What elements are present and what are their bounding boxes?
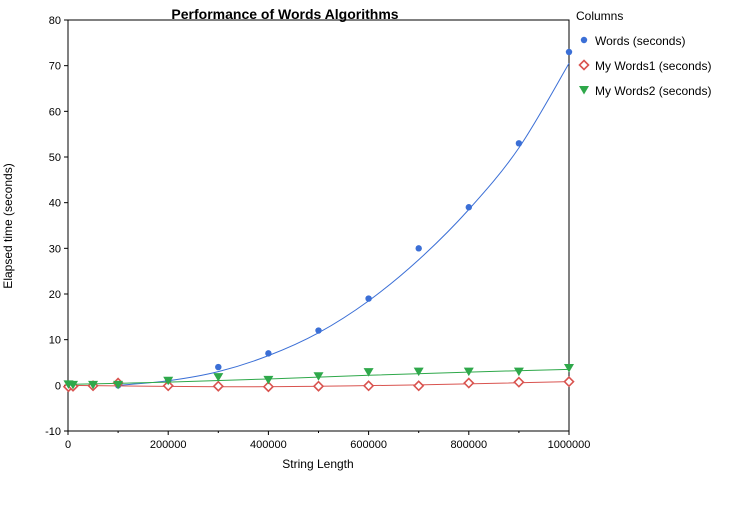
data-point <box>362 380 375 392</box>
y-tick-label: 10 <box>49 335 61 347</box>
legend-label: Words (seconds) <box>595 34 685 48</box>
data-point <box>564 363 574 373</box>
y-tick-label: 80 <box>49 15 61 27</box>
data-point <box>363 368 374 377</box>
data-point <box>265 350 272 357</box>
data-point <box>365 295 372 302</box>
data-point <box>313 372 324 381</box>
y-tick-label: 40 <box>49 198 61 210</box>
y-tick-label: 20 <box>49 289 61 301</box>
x-axis-title: String Length <box>282 457 353 471</box>
y-axis: -10 0 10 20 30 40 50 60 70 80 <box>45 15 68 438</box>
plot-area <box>62 48 575 393</box>
legend-item: My Words2 (seconds) <box>579 84 711 98</box>
legend: Columns Words (seconds) My Words1 (second… <box>576 9 711 98</box>
series-fit-line <box>118 63 570 386</box>
data-point <box>413 380 425 392</box>
series-2 <box>63 363 574 390</box>
legend-title: Columns <box>576 9 623 23</box>
y-tick-label: 50 <box>49 152 61 164</box>
data-point <box>215 363 222 371</box>
data-point <box>513 376 525 388</box>
legend-item: My Words1 (seconds) <box>578 59 711 73</box>
data-point <box>212 380 224 392</box>
y-tick-label: 60 <box>49 106 61 118</box>
data-point <box>68 380 79 390</box>
data-point <box>113 380 124 390</box>
data-point <box>315 327 322 334</box>
data-point <box>162 380 174 392</box>
data-point <box>312 380 325 392</box>
legend-marker <box>580 36 588 44</box>
plot-frame <box>67 19 570 432</box>
data-point <box>513 367 524 377</box>
x-tick-label: 0 <box>65 439 71 451</box>
x-tick-label: 600000 <box>350 439 387 451</box>
chart-title: Performance of Words Algorithms <box>171 6 398 22</box>
data-point <box>565 48 573 56</box>
x-tick-label: 200000 <box>150 439 187 451</box>
data-point <box>88 380 99 390</box>
legend-item: Words (seconds) <box>580 34 685 48</box>
legend-marker <box>578 59 590 71</box>
y-tick-label: 30 <box>49 243 61 255</box>
data-point <box>413 367 424 377</box>
data-point <box>463 367 474 377</box>
x-tick-label: 1000000 <box>548 439 591 451</box>
y-tick-label: -10 <box>45 426 61 438</box>
data-point <box>213 373 224 382</box>
series-0 <box>65 48 573 389</box>
data-point <box>163 376 174 386</box>
x-axis: 0 200000 400000 600000 800000 1000000 <box>65 431 590 451</box>
data-point <box>263 375 274 385</box>
data-point <box>563 376 575 388</box>
legend-label: My Words2 (seconds) <box>595 84 711 98</box>
data-point <box>262 381 275 393</box>
x-tick-label: 400000 <box>250 439 287 451</box>
y-axis-title: Elapsed time (seconds) <box>1 163 15 288</box>
y-tick-label: 70 <box>49 61 61 73</box>
data-point <box>515 140 523 147</box>
x-tick-label: 800000 <box>450 439 487 451</box>
data-point <box>415 245 422 252</box>
legend-marker <box>579 86 589 95</box>
legend-label: My Words1 (seconds) <box>595 59 711 73</box>
data-point <box>463 377 475 389</box>
data-point <box>465 204 472 211</box>
y-tick-label: 0 <box>55 380 61 392</box>
